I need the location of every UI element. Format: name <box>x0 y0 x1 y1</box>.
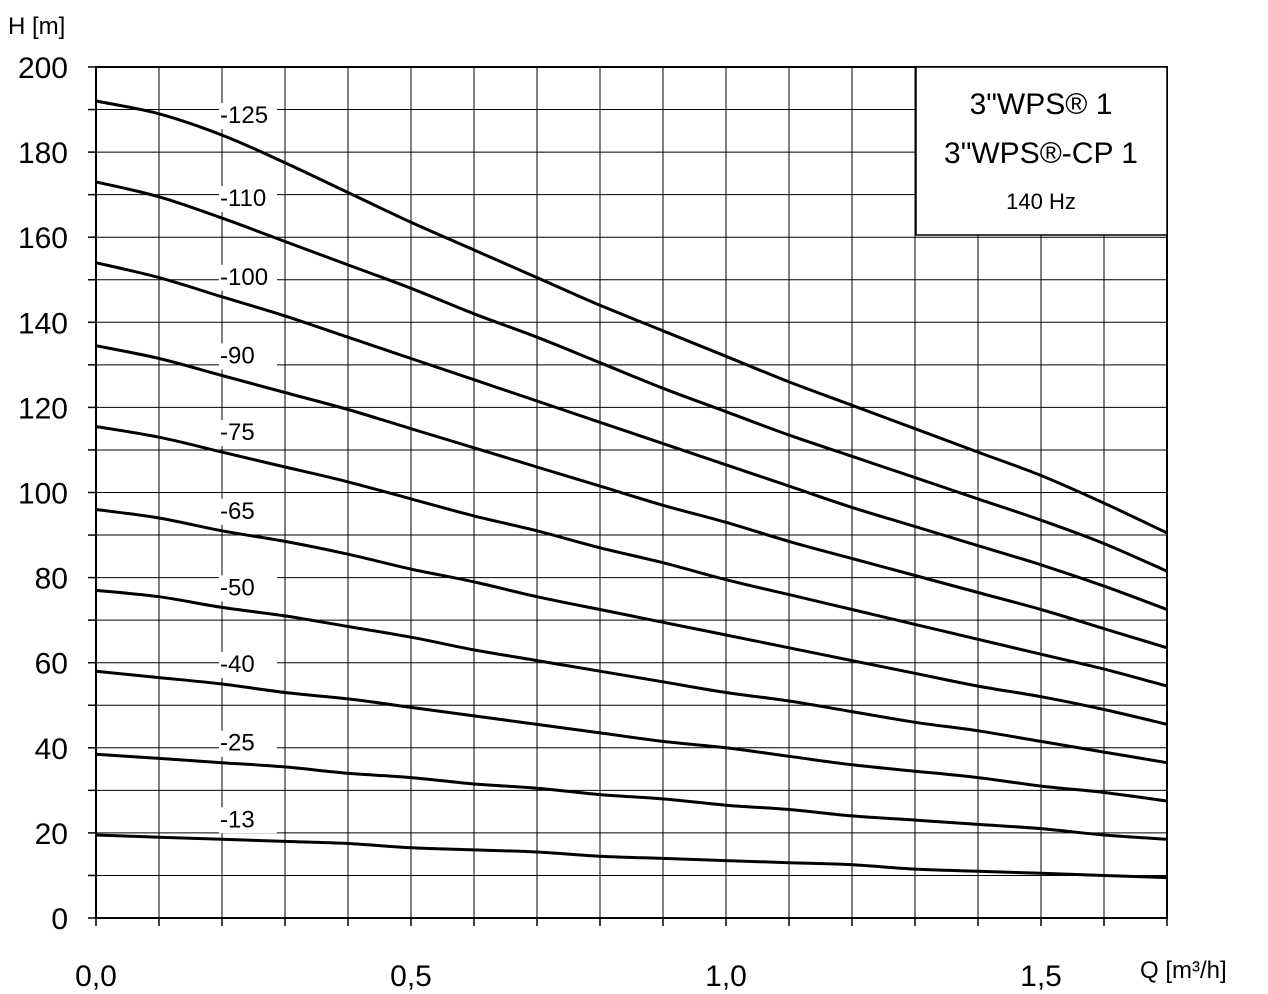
legend-line-3: 140 Hz <box>1006 189 1076 214</box>
legend-line-2: 3"WPS®-CP 1 <box>944 137 1138 170</box>
curve-label-backdrop <box>219 420 277 447</box>
y-tick-labels: 0 20 40 60 80 100 120 140 160 180 200 <box>18 52 68 936</box>
legend-line-1: 3"WPS® 1 <box>970 88 1113 121</box>
curve-label-backdrop <box>219 807 277 834</box>
legend-box: 3"WPS® 1 3"WPS®-CP 1 140 Hz <box>915 66 1168 236</box>
curve-label: -40 <box>220 651 255 678</box>
curve-label-backdrop <box>219 264 277 291</box>
curve-label-backdrop <box>219 575 277 602</box>
x-tick-label: 0,5 <box>390 960 432 993</box>
y-tick-label: 60 <box>35 648 68 681</box>
y-tick-label: 160 <box>18 222 68 255</box>
curve-minus-75 <box>95 425 1168 688</box>
curve-minus-125 <box>95 99 1168 535</box>
x-tick-labels: 0,0 0,5 1,0 1,5 <box>75 960 1062 993</box>
curve-label: -25 <box>220 730 255 757</box>
y-tick-label: 100 <box>18 478 68 511</box>
x-tick-label: 0,0 <box>75 960 117 993</box>
curve-label-backdrop <box>219 186 277 213</box>
y-tick-label: 0 <box>51 903 68 936</box>
curve-label: -13 <box>220 806 255 833</box>
curve-minus-110 <box>95 180 1168 573</box>
y-tick-label: 80 <box>35 563 68 596</box>
x-axis-title: Q [m³/h] <box>1140 957 1227 984</box>
curve-label-backdrop <box>219 343 277 370</box>
y-axis-title: H [m] <box>8 13 65 40</box>
curve-label: -110 <box>220 185 266 212</box>
curve-label: -125 <box>220 102 268 129</box>
y-tick-label: 20 <box>35 818 68 851</box>
curve-minus-40 <box>95 669 1168 803</box>
axis-ticks <box>88 66 1168 926</box>
curve-minus-65 <box>95 508 1168 726</box>
y-tick-label: 120 <box>18 392 68 425</box>
curve-label-backdrop <box>219 103 277 130</box>
curve-minus-90 <box>95 344 1168 650</box>
y-tick-label: 140 <box>18 307 68 340</box>
curve-minus-25 <box>95 752 1168 841</box>
curve-label-backdrop <box>219 730 277 757</box>
curve-label: -50 <box>220 574 255 601</box>
curve-label: -75 <box>220 419 255 446</box>
y-tick-label: 180 <box>18 137 68 170</box>
y-tick-label: 40 <box>35 733 68 766</box>
x-tick-label: 1,5 <box>1020 960 1062 993</box>
curve-label-backdrop <box>219 498 277 525</box>
curve-minus-50 <box>95 588 1168 765</box>
curve-label: -65 <box>220 498 255 525</box>
y-tick-label: 200 <box>18 52 68 85</box>
curve-label: -90 <box>220 342 255 369</box>
curve-minus-13 <box>95 833 1168 880</box>
curve-label: -100 <box>220 264 268 291</box>
performance-curves <box>95 99 1168 880</box>
x-tick-label: 1,0 <box>705 960 747 993</box>
curve-minus-100 <box>95 261 1168 611</box>
curve-labels: -125 -110 -100 -90 -75 -65 -50 -40 -25 -13 <box>219 102 277 834</box>
legend-frame <box>915 66 1168 236</box>
curve-label-backdrop <box>219 651 277 678</box>
